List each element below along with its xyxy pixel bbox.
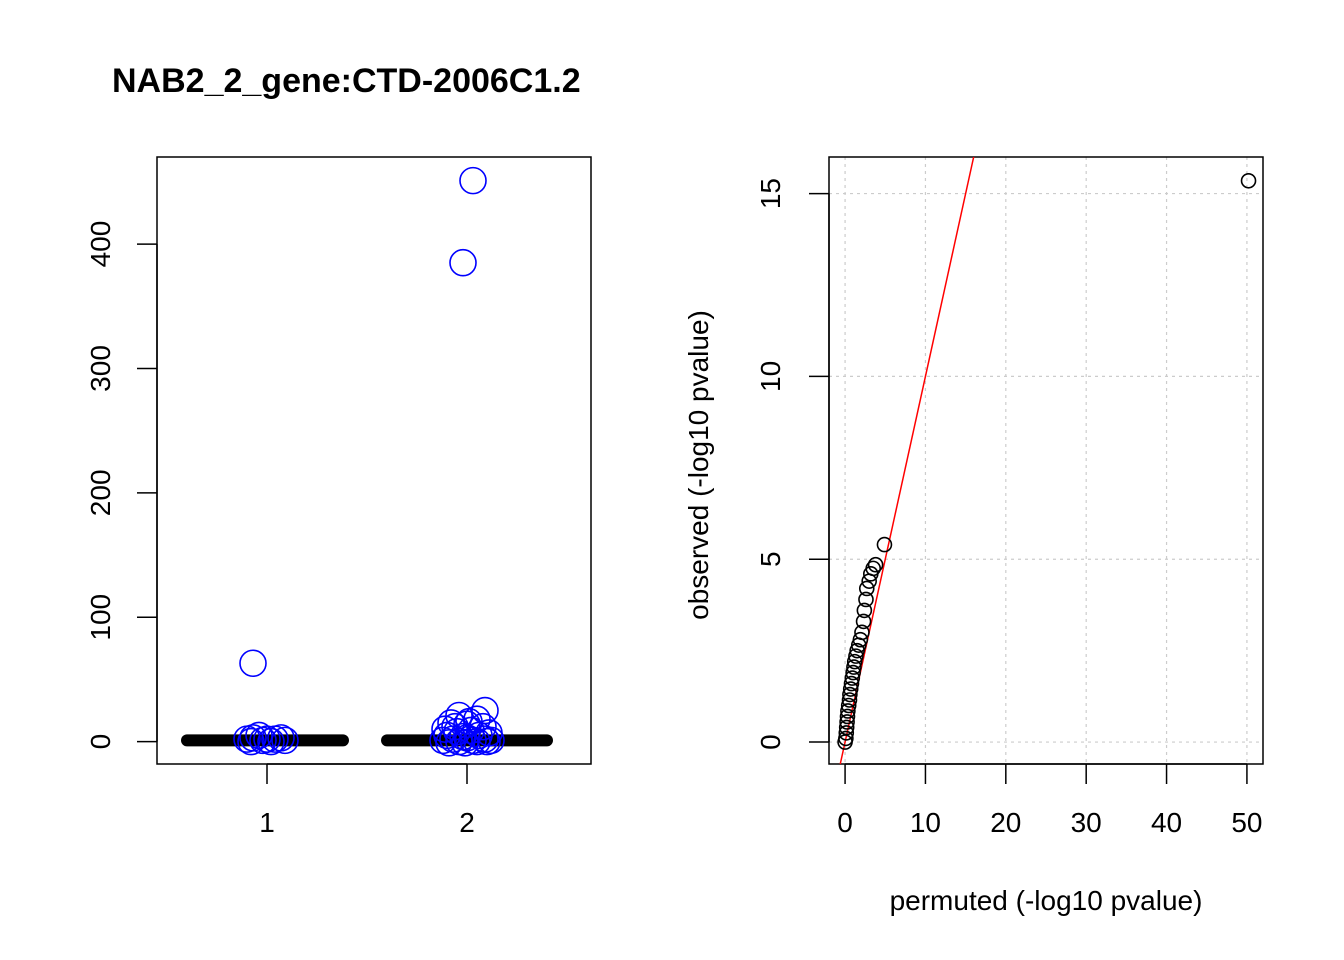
data-point: [855, 613, 872, 630]
right-y-tick-label: 15: [755, 178, 786, 209]
left-y-tick-label: 400: [85, 221, 116, 268]
right-plot-frame: [828, 156, 1264, 765]
data-point: [838, 719, 855, 736]
data-point: [839, 714, 855, 730]
data-point: [842, 686, 858, 703]
data-point: [253, 725, 281, 753]
data-point: [865, 560, 882, 577]
data-point: [854, 624, 870, 641]
right-x-tick-label: 50: [1231, 807, 1262, 838]
right-grid: [829, 157, 1263, 764]
right-y-tick-label: 0: [755, 734, 786, 750]
right-panel: 0 5 10 15 0 10 20 30 40 50 permuted (-log10 pval…: [683, 156, 1264, 916]
data-point: [239, 649, 267, 678]
data-point: [477, 726, 505, 755]
data-point: [267, 724, 295, 752]
figure-title: NAB2_2_gene:CTD-2006C1.2: [112, 62, 581, 100]
data-point: [435, 729, 463, 757]
right-x-tick-label: 0: [837, 807, 853, 838]
data-point: [840, 703, 856, 719]
right-points: [837, 172, 1257, 750]
left-x-tick-label: 1: [259, 807, 275, 838]
left-plot-frame: [156, 156, 592, 765]
data-point: [841, 692, 858, 708]
data-point: [845, 664, 861, 681]
data-point: [463, 727, 491, 756]
left-points: [233, 166, 505, 757]
right-x-axis: 0 10 20 30 40 50: [837, 763, 1263, 838]
data-point: [239, 724, 267, 752]
left-x-tick-label: 2: [459, 807, 475, 838]
data-point: [858, 580, 875, 597]
data-point: [846, 653, 863, 670]
data-point: [839, 708, 856, 725]
data-point: [846, 659, 862, 675]
data-point: [441, 712, 469, 741]
data-point: [455, 707, 483, 736]
right-y-axis: 0 5 10 15: [755, 178, 830, 750]
data-point: [271, 726, 299, 755]
left-y-tick-label: 300: [85, 345, 116, 392]
right-y-tick-label: 5: [755, 551, 786, 567]
data-point: [856, 602, 873, 619]
data-point: [858, 591, 874, 608]
right-x-tick-label: 10: [910, 807, 941, 838]
right-y-tick-label: 10: [755, 361, 786, 392]
right-x-tick-label: 20: [990, 807, 1021, 838]
data-point: [876, 536, 893, 553]
data-point: [459, 166, 487, 195]
data-point: [842, 681, 859, 697]
data-point: [838, 730, 854, 747]
data-point: [439, 725, 467, 753]
data-point: [449, 248, 477, 277]
data-point: [840, 697, 857, 714]
right-x-axis-label: permuted (-log10 pvalue): [890, 885, 1203, 916]
right-x-tick-label: 40: [1151, 807, 1182, 838]
data-point: [1240, 172, 1257, 189]
data-point: [843, 675, 860, 692]
reference-line: [839, 156, 975, 765]
left-y-tick-label: 100: [85, 594, 116, 641]
data-point: [852, 631, 869, 648]
data-point: [237, 727, 265, 756]
left-y-tick-label: 0: [85, 734, 116, 750]
data-point: [838, 725, 855, 741]
left-y-tick-label: 200: [85, 469, 116, 516]
right-x-tick-label: 30: [1071, 807, 1102, 838]
right-y-axis-label: observed (-log10 pvalue): [683, 310, 714, 620]
data-point: [867, 556, 884, 573]
data-point: [844, 670, 861, 686]
left-y-axis: 0 100 200 300 400: [85, 221, 158, 750]
data-point: [848, 648, 864, 664]
